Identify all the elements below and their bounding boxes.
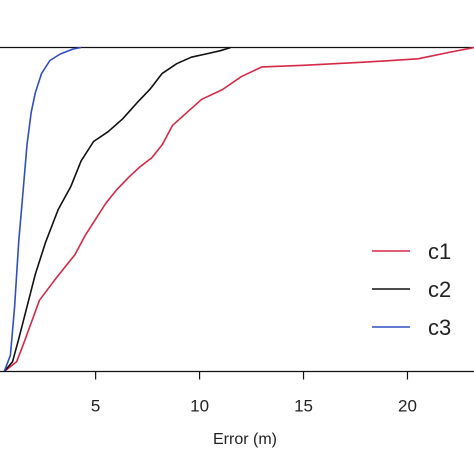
legend: c1 c2 c3: [372, 239, 451, 340]
x-axis-ticks: 5 10 15 20: [91, 371, 417, 416]
legend-label-c1: c1: [428, 239, 451, 264]
series-line-c2: [3, 46, 232, 373]
x-axis-label: Error (m): [213, 431, 277, 448]
series-line-c3: [3, 46, 82, 372]
x-tick-label: 10: [190, 397, 209, 416]
series-line-c1: [3, 46, 474, 373]
legend-label-c3: c3: [428, 315, 451, 340]
x-tick-label: 5: [91, 397, 100, 416]
legend-label-c2: c2: [428, 277, 451, 302]
x-tick-label: 20: [398, 397, 417, 416]
x-tick-label: 15: [294, 397, 313, 416]
series-layer: [3, 46, 474, 373]
